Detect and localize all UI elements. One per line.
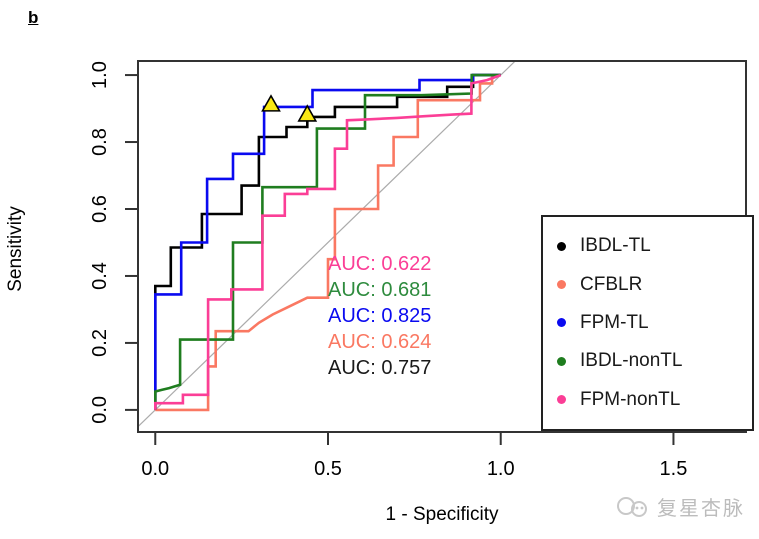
legend-label: FPM-TL — [580, 311, 649, 333]
auc-value-ibdl-tl: AUC: 0.757 — [328, 357, 432, 379]
y-tick-label: 0.4 — [89, 262, 111, 290]
y-tick-label: 0.0 — [89, 396, 111, 424]
legend-dot-icon — [557, 241, 566, 251]
operating-point-triangle-marker — [297, 104, 318, 122]
legend-dot-icon — [557, 280, 566, 290]
legend-label: IBDL-nonTL — [580, 350, 683, 372]
roc-curve-cfblr — [155, 73, 501, 412]
legend-label: IBDL-TL — [580, 235, 651, 257]
legend-item-fpm-nontl: FPM-nonTL — [557, 389, 752, 411]
legend-box: IBDL-TL CFBLR FPM-TL IBDL-nonTL FPM-nonT… — [541, 215, 754, 431]
watermark: 复星杏脉 — [615, 492, 745, 521]
x-tick-label: 1.5 — [660, 458, 688, 480]
x-tick-label: 0.0 — [141, 458, 169, 480]
roc-curve-fpm-nontl — [154, 73, 502, 410]
y-tick-label: 0.8 — [89, 128, 111, 156]
legend-label: FPM-nonTL — [580, 388, 681, 410]
auc-value-ibdl-nontl: AUC: 0.681 — [328, 279, 432, 301]
legend-label: CFBLR — [580, 273, 643, 295]
fosun-aitrox-logo-icon — [617, 496, 647, 517]
y-tick-label: 0.6 — [89, 195, 111, 223]
legend-dot-icon — [557, 356, 566, 366]
figure-label: b — [28, 8, 39, 27]
x-axis-title: 1 - Specificity — [385, 504, 499, 525]
auc-value-fpm-tl: AUC: 0.825 — [328, 305, 432, 327]
operating-point-triangle-marker — [261, 94, 281, 112]
legend-item-cfblr: CFBLR — [557, 274, 752, 296]
diagonal-reference-line — [137, 60, 516, 427]
x-tick-label: 0.5 — [314, 458, 342, 480]
auc-value-fpm-nontl: AUC: 0.622 — [328, 253, 432, 275]
y-tick-label: 1.0 — [89, 61, 111, 89]
y-axis-title: Sensitivity — [5, 206, 26, 292]
legend-item-fpm-tl: FPM-TL — [557, 312, 752, 334]
legend-item-ibdl-nontl: IBDL-nonTL — [557, 350, 752, 372]
watermark-text: 复星杏脉 — [657, 498, 745, 520]
legend-dot-icon — [557, 318, 566, 328]
legend-item-ibdl-tl: IBDL-TL — [557, 235, 752, 257]
x-tick-label: 1.0 — [487, 458, 515, 480]
y-tick-label: 0.2 — [89, 329, 111, 357]
legend-dot-icon — [557, 395, 566, 405]
roc-curve-fpm-tl — [154, 73, 501, 410]
auc-value-cfblr: AUC: 0.624 — [328, 331, 432, 353]
auc-annotations: AUC: 0.622 AUC: 0.681 AUC: 0.825 AUC: 0.… — [328, 251, 431, 381]
